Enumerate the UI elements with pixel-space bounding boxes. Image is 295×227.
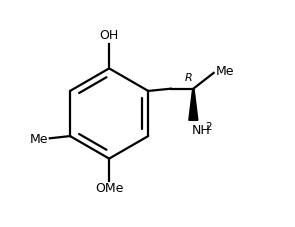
Text: NH: NH: [192, 124, 211, 137]
Text: OMe: OMe: [95, 182, 123, 195]
Text: Me: Me: [216, 65, 235, 78]
Text: 2: 2: [205, 122, 212, 132]
Text: R: R: [185, 73, 193, 83]
Polygon shape: [189, 89, 198, 120]
Text: Me: Me: [30, 133, 49, 146]
Text: OH: OH: [99, 30, 119, 42]
